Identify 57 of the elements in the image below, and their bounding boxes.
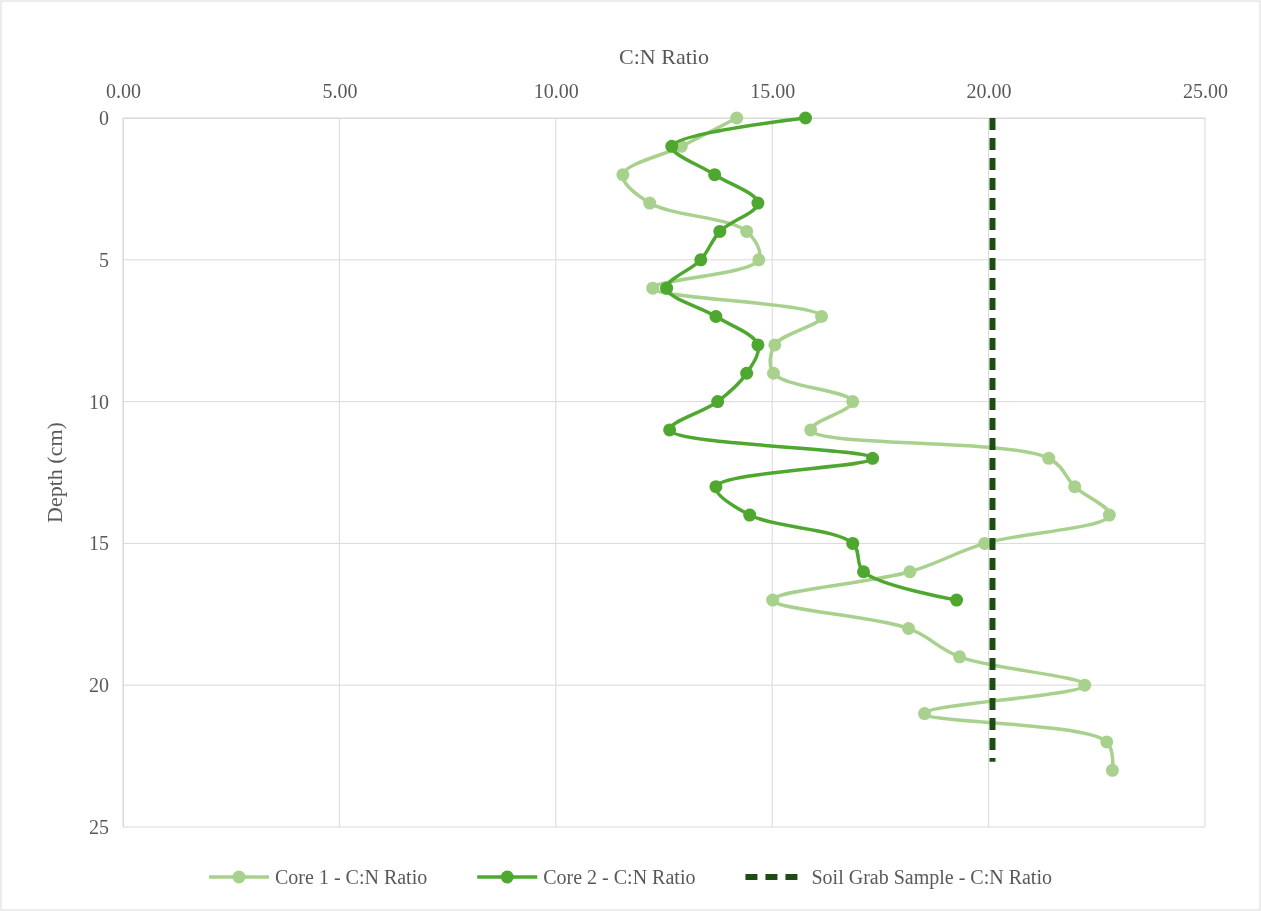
point <box>708 168 722 182</box>
point <box>752 253 766 267</box>
point <box>918 707 932 721</box>
point <box>663 423 677 437</box>
y-tick-label: 0 <box>99 106 109 129</box>
point <box>616 168 630 182</box>
point <box>767 366 780 380</box>
point <box>1102 508 1116 522</box>
y-tick-label: 10 <box>89 390 109 413</box>
point <box>665 139 679 153</box>
point <box>903 565 917 579</box>
point <box>740 366 754 380</box>
legend-label: Core 1 - C:N Ratio <box>275 866 428 888</box>
point <box>1100 735 1114 749</box>
point <box>857 565 871 579</box>
x-tick-label: 25.00 <box>1183 80 1228 102</box>
point <box>740 224 754 238</box>
point <box>846 395 860 409</box>
point <box>1068 480 1082 494</box>
point <box>902 621 916 635</box>
point <box>768 338 782 352</box>
point <box>1042 451 1056 465</box>
point <box>1105 763 1119 777</box>
point <box>1078 678 1092 692</box>
point <box>804 423 818 437</box>
point <box>709 480 723 494</box>
point <box>953 650 967 664</box>
point <box>713 224 727 238</box>
y-tick-label: 20 <box>89 674 109 697</box>
y-tick-label: 5 <box>99 248 109 271</box>
point <box>643 196 657 210</box>
x-tick-label: 20.00 <box>966 80 1012 102</box>
point <box>660 281 674 295</box>
point <box>711 395 725 409</box>
point <box>766 593 780 607</box>
legend-label: Core 2 - C:N Ratio <box>543 866 696 888</box>
x-tick-label: 10.00 <box>533 80 579 102</box>
y-tick-label: 15 <box>89 532 109 555</box>
point <box>751 338 765 352</box>
point <box>709 310 723 324</box>
point <box>846 536 860 550</box>
legend-label: Soil Grab Sample - C:N Ratio <box>811 866 1052 889</box>
point <box>950 593 964 607</box>
point <box>646 281 660 295</box>
x-tick-label: 5.00 <box>322 80 358 102</box>
point <box>866 451 880 465</box>
point <box>751 196 765 210</box>
point <box>694 253 708 267</box>
x-axis-title: C:N Ratio <box>619 44 709 69</box>
point <box>815 310 829 324</box>
point <box>743 508 757 522</box>
y-axis-title: Depth (cm) <box>42 422 67 523</box>
x-tick-label: 0.00 <box>106 80 141 102</box>
y-tick-label: 25 <box>89 815 109 838</box>
point <box>799 111 813 125</box>
x-tick-label: 15.00 <box>750 80 796 102</box>
point <box>730 111 744 125</box>
